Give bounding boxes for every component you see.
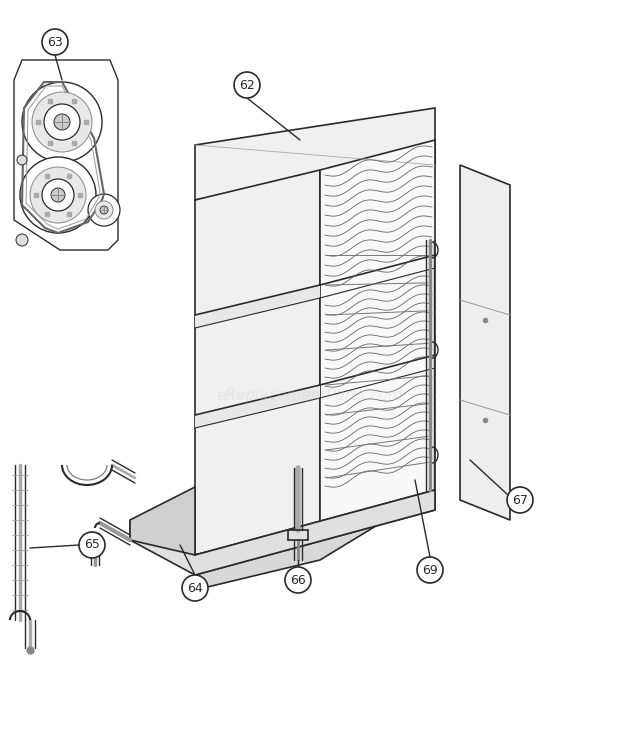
Circle shape: [54, 114, 70, 130]
Circle shape: [42, 179, 74, 211]
Circle shape: [88, 194, 120, 226]
Circle shape: [285, 567, 311, 593]
Polygon shape: [14, 60, 118, 250]
Circle shape: [44, 104, 80, 140]
Circle shape: [79, 532, 105, 558]
Text: eReplacementParts.com: eReplacementParts.com: [216, 388, 404, 403]
Circle shape: [42, 29, 68, 55]
Circle shape: [20, 157, 96, 233]
Circle shape: [95, 201, 113, 219]
Polygon shape: [195, 490, 435, 575]
Circle shape: [16, 234, 28, 246]
Polygon shape: [195, 285, 320, 328]
Text: 62: 62: [239, 79, 255, 92]
Text: 63: 63: [47, 36, 63, 48]
Circle shape: [30, 167, 86, 223]
Polygon shape: [130, 487, 195, 555]
Text: 64: 64: [187, 582, 203, 594]
Circle shape: [234, 72, 260, 98]
Polygon shape: [195, 108, 435, 200]
Text: 66: 66: [290, 574, 306, 586]
Circle shape: [100, 206, 108, 214]
Text: 67: 67: [512, 493, 528, 507]
Circle shape: [51, 188, 65, 202]
Polygon shape: [460, 165, 510, 520]
Text: 65: 65: [84, 539, 100, 551]
Circle shape: [32, 92, 92, 152]
Polygon shape: [320, 140, 435, 525]
Circle shape: [182, 575, 208, 601]
Circle shape: [507, 487, 533, 513]
Circle shape: [17, 155, 27, 165]
Text: 69: 69: [422, 563, 438, 577]
Polygon shape: [195, 490, 435, 590]
Circle shape: [22, 82, 102, 162]
Circle shape: [417, 557, 443, 583]
Polygon shape: [130, 490, 435, 575]
Polygon shape: [195, 170, 320, 555]
Polygon shape: [195, 385, 320, 428]
